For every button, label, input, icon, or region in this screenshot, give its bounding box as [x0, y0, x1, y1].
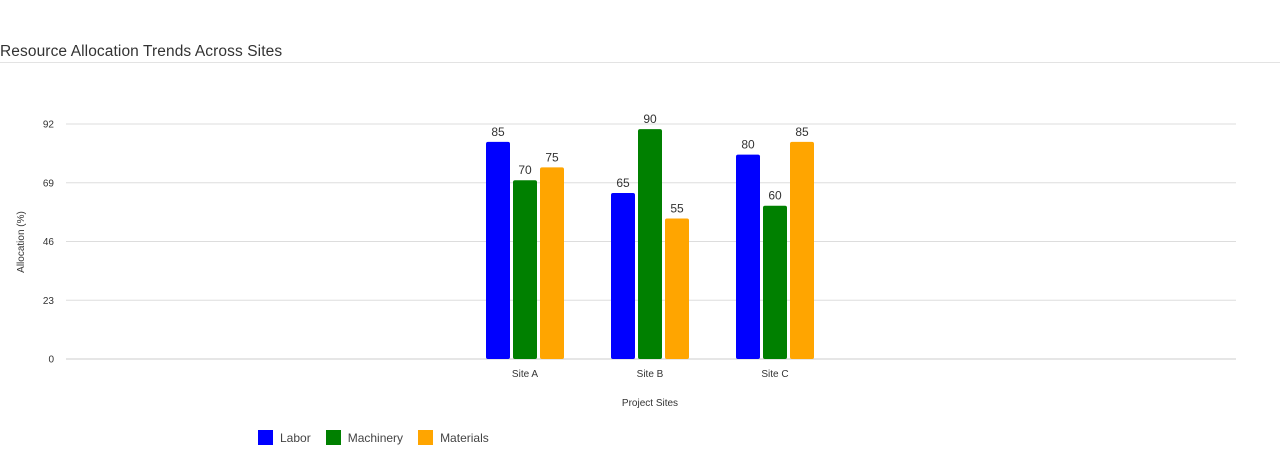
legend-swatch	[258, 430, 273, 445]
bar-machinery	[763, 205, 787, 359]
data-label: 65	[616, 176, 630, 190]
bar-machinery	[638, 129, 662, 359]
legend-item-machinery[interactable]: Machinery	[325, 430, 404, 445]
chart-title: Resource Allocation Trends Across Sites	[0, 43, 283, 60]
legend-swatch	[325, 430, 341, 445]
bar-materials	[540, 167, 564, 359]
legend-item-materials[interactable]: Materials	[418, 430, 489, 445]
x-axis-title: Project Sites	[622, 398, 678, 409]
y-tick-label: 92	[43, 120, 55, 131]
y-axis-ticks: 0 23 46 69 92	[43, 120, 55, 366]
y-tick-label: 0	[48, 355, 54, 366]
y-tick-label: 23	[43, 296, 55, 307]
y-tick-label: 46	[43, 237, 55, 248]
data-label: 75	[545, 150, 559, 164]
bar-materials	[790, 141, 814, 359]
data-label: 70	[518, 163, 532, 177]
legend-label: Materials	[440, 430, 489, 445]
x-tick-label: Site B	[637, 369, 664, 380]
data-label: 55	[670, 202, 684, 216]
chart-header: Resource Allocation Trends Across Sites	[0, 0, 1280, 63]
x-tick-label: Site A	[512, 369, 538, 380]
bars	[486, 129, 814, 359]
x-tick-label: Site C	[761, 369, 788, 380]
legend-label: Machinery	[347, 430, 404, 445]
data-label: 80	[741, 138, 755, 152]
bar-machinery	[513, 180, 537, 359]
y-tick-label: 69	[43, 178, 55, 189]
bar-materials	[665, 218, 689, 359]
bar-labor	[736, 154, 760, 359]
x-axis-ticks: Site A Site B Site C	[512, 369, 789, 380]
data-label: 90	[643, 112, 657, 126]
data-label: 85	[795, 125, 809, 139]
legend-label: Labor	[280, 430, 311, 445]
data-labels: 85 65 80 70 90 60 75 55 85	[491, 112, 809, 215]
bar-labor	[611, 192, 635, 359]
chart-legend: Labor Machinery Materials	[258, 430, 504, 445]
y-axis-title: Allocation (%)	[16, 211, 27, 273]
data-label: 85	[491, 125, 505, 139]
legend-swatch	[418, 430, 434, 445]
bar-labor	[486, 141, 510, 359]
data-label: 60	[768, 189, 782, 203]
legend-item-labor[interactable]: Labor	[258, 430, 311, 445]
